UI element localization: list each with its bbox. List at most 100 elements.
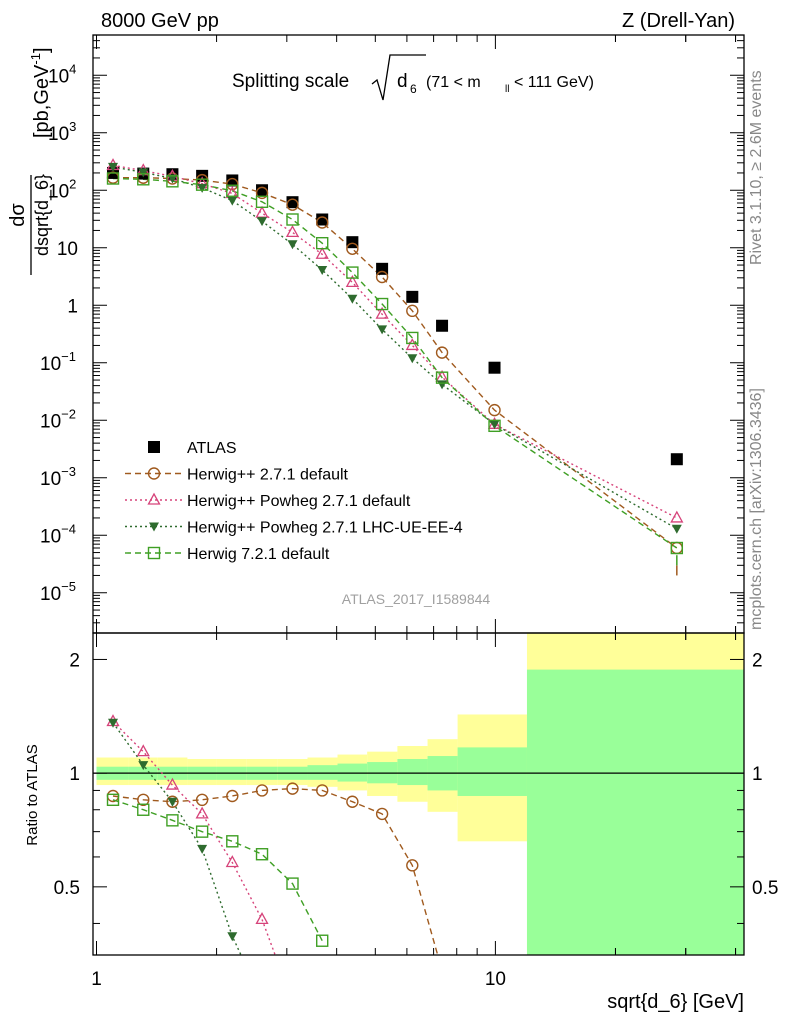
- data-point: [257, 217, 268, 227]
- ratio-point: [197, 844, 208, 854]
- data-point: [435, 371, 449, 384]
- y-tick-label: 10−2: [40, 406, 76, 432]
- data-point: [197, 183, 208, 193]
- data-point: [286, 213, 299, 226]
- title-main: Splitting scale: [232, 71, 349, 92]
- ratio-point: [137, 793, 150, 807]
- data-point: [167, 174, 178, 184]
- ratio-y-tick-label-right: 1: [752, 764, 763, 785]
- data-point: [670, 453, 683, 466]
- legend-marker: [147, 546, 161, 560]
- y-tick-label: 103: [48, 119, 76, 145]
- ratio-y-tick-label: 2: [69, 650, 80, 671]
- ratio-point: [286, 877, 299, 890]
- y-tick-label: 102: [48, 176, 76, 202]
- data-point: [346, 266, 359, 279]
- ratio-point: [227, 932, 238, 942]
- data-point: [375, 270, 389, 284]
- data-point: [226, 177, 239, 191]
- data-point: [406, 331, 419, 345]
- ratio-point: [346, 795, 359, 808]
- ratio-point: [406, 859, 419, 872]
- data-point: [227, 196, 238, 206]
- data-point: [315, 246, 329, 259]
- ratio-point: [286, 782, 299, 795]
- data-point: [287, 240, 298, 250]
- data-point: [488, 403, 501, 417]
- ratio-point: [167, 797, 178, 807]
- y-tick-label: 10−4: [40, 521, 76, 547]
- sqrt-sign: [371, 54, 426, 101]
- data-point: [138, 168, 149, 178]
- data-point: [670, 510, 684, 523]
- ratio-point: [255, 912, 269, 925]
- ratio-point: [226, 835, 239, 848]
- header-left: 8000 GeV pp: [101, 10, 219, 32]
- data-point: [346, 236, 359, 249]
- data-point: [285, 225, 300, 238]
- data-point: [286, 198, 299, 211]
- ratio-point: [166, 795, 179, 808]
- main-frame: [92, 34, 745, 634]
- data-point: [226, 174, 239, 187]
- ratio-y-tick-label: 0.5: [54, 878, 80, 899]
- ratio-point: [165, 777, 180, 790]
- data-point: [406, 290, 419, 303]
- ratio-point: [166, 814, 179, 827]
- y-tick-label: 104: [48, 61, 76, 87]
- stat-uncertainty-band: [397, 759, 428, 786]
- title-sub: 6: [410, 82, 417, 96]
- ratio-point: [226, 789, 239, 803]
- title-var: d: [397, 71, 408, 92]
- y-tick-label: 10−5: [40, 579, 76, 605]
- data-point: [255, 205, 269, 218]
- ratio-point: [316, 934, 329, 947]
- ratio-frame: [92, 632, 745, 956]
- ratio-y-tick-label-right: 0.5: [752, 878, 778, 899]
- ratio-point: [136, 744, 150, 757]
- ratio-bands: [93, 633, 744, 955]
- x-tick-label: 1: [91, 969, 102, 990]
- data-point: [166, 175, 179, 188]
- legend-marker: [147, 492, 161, 505]
- y-tick-label: 10−3: [40, 464, 76, 490]
- y-tick-label: 1: [67, 296, 78, 317]
- ylabel-unit: [pb,GeV-1]: [28, 47, 53, 138]
- ratio-y-tick-label-right: 2: [752, 650, 763, 671]
- stat-uncertainty-band: [526, 669, 744, 955]
- data-point: [317, 266, 328, 276]
- data-point: [256, 184, 269, 197]
- data-point: [255, 195, 269, 208]
- data-point: [286, 196, 299, 209]
- ylabel-den: dsqrt{d_6}: [32, 174, 53, 256]
- ratio-point: [255, 784, 269, 797]
- ratio-line: [112, 722, 242, 955]
- data-point: [108, 162, 119, 172]
- ratio-point: [195, 793, 209, 807]
- ratio-point: [316, 784, 329, 797]
- analysis-id: ATLAS_2017_I1589844: [342, 591, 491, 607]
- title-cut: (71 < m: [426, 74, 481, 91]
- ratio-point: [195, 825, 209, 838]
- data-point: [316, 216, 329, 229]
- data-point: [347, 294, 358, 304]
- stat-uncertainty-band: [307, 765, 338, 780]
- data-point: [488, 361, 501, 374]
- data-point: [488, 419, 501, 433]
- data-point: [226, 184, 239, 197]
- data-point: [435, 346, 449, 359]
- y-tick-label: 10: [57, 239, 78, 260]
- y-tick-label: 10−1: [40, 349, 76, 375]
- data-point: [670, 541, 684, 555]
- stat-uncertainty-band: [457, 747, 527, 796]
- data-point: [407, 354, 418, 364]
- data-point: [375, 306, 389, 319]
- legend-label: Herwig++ Powheg 2.7.1 LHC-UE-EE-4: [187, 520, 463, 537]
- legend-marker: [147, 467, 161, 480]
- mcplots-label: mcplots.cern.ch [arXiv:1306.3436]: [748, 388, 765, 630]
- header-right: Z (Drell-Yan): [622, 10, 735, 32]
- rivet-label: Rivet 3.1.10, ≥ 2.6M events: [748, 70, 765, 265]
- xlabel: sqrt{d_6} [GeV]: [607, 991, 744, 1013]
- legend-label: Herwig++ Powheg 2.7.1 default: [187, 493, 411, 510]
